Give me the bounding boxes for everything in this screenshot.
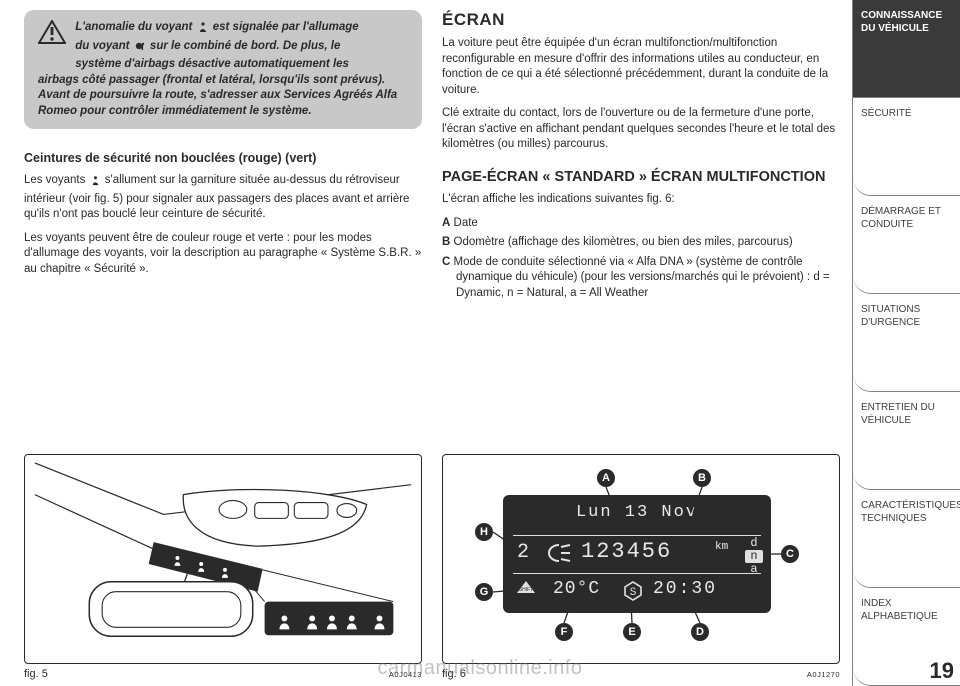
airbag-icon	[134, 40, 146, 58]
screen-date: Lun 13 Nov	[503, 503, 771, 522]
figure-5-image	[24, 454, 422, 664]
warning-text: système d'airbags désactive automatiquem…	[75, 58, 349, 70]
figure-6: Lun 13 Nov 2 123456 km SHIFT 20°C S 20:3…	[442, 454, 840, 686]
heading-ecran: ÉCRAN	[442, 10, 840, 30]
figure-code: A0J1270	[807, 670, 840, 679]
paragraph: Les voyants peuvent être de couleur roug…	[24, 231, 422, 278]
paragraph: Clé extraite du contact, lors de l'ouver…	[442, 106, 840, 153]
dna-a: a	[745, 563, 763, 576]
warning-text: Avant de poursuivre la route, s'adresser…	[38, 89, 397, 101]
tab-connaissance[interactable]: CONNAISSANCE DU VÉHICULE	[853, 0, 960, 98]
list-item: C Mode de conduite sélectionné via « Alf…	[442, 255, 840, 302]
screen-temp: 20°C	[553, 579, 600, 599]
callout-f: F	[555, 623, 573, 641]
callout-c: C	[781, 545, 799, 563]
seatbelt-icon	[197, 21, 209, 39]
callout-d: D	[691, 623, 709, 641]
paragraph: La voiture peut être équipée d'un écran …	[442, 36, 840, 98]
headlight-icon	[541, 541, 571, 565]
figure-code: A0J0413	[389, 670, 422, 679]
warning-text: airbags côté passager (frontal et latéra…	[38, 74, 385, 86]
tab-entretien[interactable]: ENTRETIEN DU VÉHICULE	[853, 392, 960, 490]
list-item: A Date	[442, 216, 840, 232]
tab-demarrage[interactable]: DÉMARRAGE ET CONDUITE	[853, 196, 960, 294]
tab-caracteristiques[interactable]: CARACTÉRISTIQUES TECHNIQUES	[853, 490, 960, 588]
heading-section: PAGE-ÉCRAN « STANDARD » ÉCRAN MULTIFONCT…	[442, 169, 840, 186]
warning-text: Romeo pour contrôler immédiatement le sy…	[38, 105, 312, 117]
warning-text: du voyant	[75, 40, 129, 52]
warning-triangle-icon	[38, 20, 66, 44]
callout-g: G	[475, 583, 493, 601]
paragraph: Les voyants s'allument sur la garniture …	[24, 173, 422, 223]
subheading: Ceintures de sécurité non bouclées (roug…	[24, 151, 422, 165]
figure-5: fig. 5 A0J0413	[24, 454, 422, 686]
shift-arrow-icon: SHIFT	[515, 579, 537, 601]
status-hex-icon: S	[623, 581, 643, 601]
figure-6-image: Lun 13 Nov 2 123456 km SHIFT 20°C S 20:3…	[442, 454, 840, 664]
warning-text: sur le combiné de bord. De plus, le	[150, 40, 340, 52]
right-column: ÉCRAN La voiture peut être équipée d'un …	[442, 10, 840, 686]
tab-urgence[interactable]: SITUATIONS D'URGENCE	[853, 294, 960, 392]
warning-text: L'anomalie du voyant	[75, 21, 192, 33]
figure-label: fig. 5	[24, 668, 48, 680]
list-item: B Odomètre (affichage des kilomètres, ou…	[442, 235, 840, 251]
tab-securite[interactable]: SÉCURITÉ	[853, 98, 960, 196]
screen-odometer: 123456	[581, 539, 672, 564]
callout-b: B	[693, 469, 711, 487]
seatbelt-icon	[90, 175, 101, 192]
svg-text:SHIFT: SHIFT	[519, 587, 533, 593]
figure-label: fig. 6	[442, 668, 466, 680]
svg-text:S: S	[630, 587, 637, 599]
warning-box: L'anomalie du voyant est signalée par l'…	[24, 10, 422, 129]
screen-odo-unit: km	[715, 541, 728, 553]
screen-gear: 2	[517, 541, 529, 564]
paragraph: L'écran affiche les indications suivante…	[442, 192, 840, 208]
callout-h: H	[475, 523, 493, 541]
page-number: 19	[930, 658, 954, 684]
screen-time: 20:30	[653, 579, 717, 599]
callout-e: E	[623, 623, 641, 641]
sidebar-tabs: CONNAISSANCE DU VÉHICULE SÉCURITÉ DÉMARR…	[852, 0, 960, 686]
left-column: L'anomalie du voyant est signalée par l'…	[24, 10, 422, 686]
callout-a: A	[597, 469, 615, 487]
warning-text: est signalée par l'allumage	[213, 21, 359, 33]
